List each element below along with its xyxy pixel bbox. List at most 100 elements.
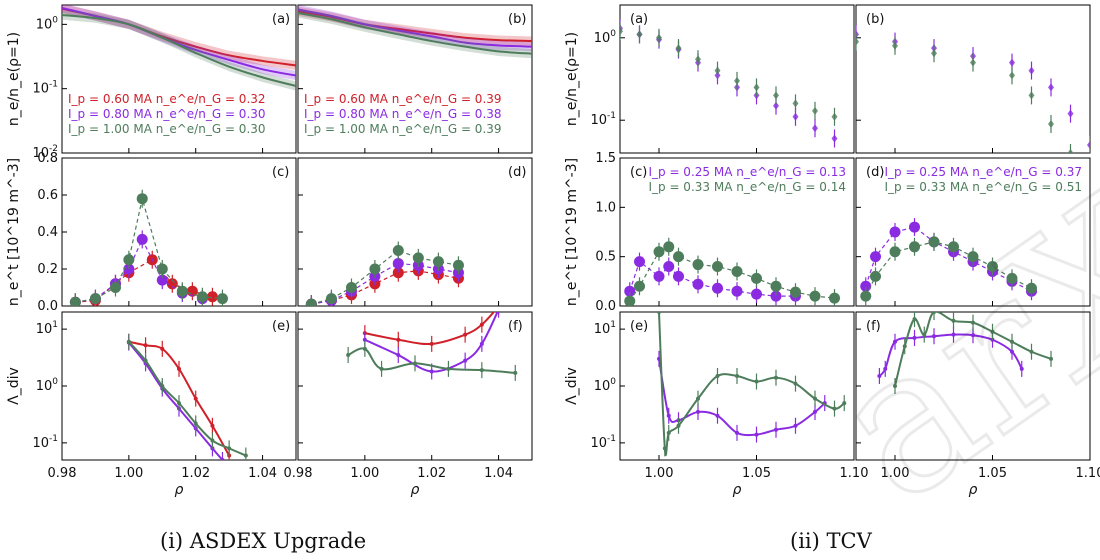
series-band bbox=[298, 5, 532, 52]
data-point bbox=[69, 296, 81, 306]
y-tick-label: 100 bbox=[594, 29, 617, 46]
data-point bbox=[123, 263, 135, 275]
data-point bbox=[662, 446, 667, 451]
data-point bbox=[429, 369, 434, 374]
data-point bbox=[369, 263, 381, 275]
panel-label: (a) bbox=[272, 12, 290, 27]
data-point bbox=[970, 58, 976, 67]
x-axis-label: ρ bbox=[969, 482, 978, 498]
data-point bbox=[1048, 83, 1054, 92]
data-layer bbox=[620, 19, 838, 148]
data-point bbox=[870, 251, 881, 263]
data-point bbox=[812, 124, 818, 133]
data-point bbox=[692, 259, 704, 271]
y-tick-label: 0.8 bbox=[37, 151, 58, 166]
data-point bbox=[177, 366, 181, 371]
plot-frame bbox=[855, 4, 1091, 154]
data-point bbox=[160, 346, 165, 351]
legend-entry: I_p = 0.80 MA n_e^e/n_G = 0.30 bbox=[68, 107, 266, 121]
data-point bbox=[89, 293, 101, 305]
y-tick-label: 0.6 bbox=[37, 188, 58, 203]
data-point bbox=[109, 282, 121, 293]
data-point bbox=[829, 292, 840, 304]
series-dashed-line bbox=[75, 198, 223, 303]
data-point bbox=[812, 106, 818, 115]
x-tick-label: 1.00 bbox=[350, 466, 379, 481]
data-point bbox=[345, 282, 357, 293]
data-point bbox=[712, 261, 723, 273]
data-point bbox=[396, 353, 401, 358]
data-point bbox=[396, 337, 401, 342]
y-axis-label: Λ_div bbox=[6, 367, 22, 405]
data-point bbox=[479, 368, 484, 373]
panel-label: (b) bbox=[866, 12, 884, 27]
y-tick-label: 0.4 bbox=[37, 225, 58, 240]
y-tick-label: 101 bbox=[594, 320, 616, 337]
series-band bbox=[62, 10, 296, 91]
data-point bbox=[773, 101, 779, 110]
chart-panel: (e) 0.98 1.00 1.02 1.04 10-1 100 101 Λ_div ρ bbox=[6, 311, 297, 498]
data-layer bbox=[126, 333, 248, 460]
data-point bbox=[870, 270, 881, 282]
data-point bbox=[1006, 272, 1018, 284]
data-point bbox=[663, 241, 675, 253]
data-point bbox=[967, 251, 979, 263]
data-layer bbox=[856, 25, 1090, 153]
data-point bbox=[325, 293, 337, 305]
data-point bbox=[883, 366, 888, 371]
data-point bbox=[731, 285, 743, 297]
y-tick-label: 10-1 bbox=[590, 111, 616, 128]
data-point bbox=[136, 233, 148, 245]
data-point bbox=[675, 44, 682, 53]
data-point bbox=[770, 290, 782, 302]
data-point bbox=[1010, 349, 1014, 354]
series-dashed-line bbox=[629, 260, 796, 297]
data-point bbox=[948, 241, 959, 253]
data-point bbox=[193, 421, 198, 426]
data-point bbox=[305, 298, 317, 306]
legend-entry: I_p = 0.60 MA n_e^e/n_G = 0.39 bbox=[304, 92, 502, 106]
data-point bbox=[1009, 58, 1015, 67]
data-point bbox=[971, 320, 975, 325]
chart-panel: (b) I_p = 0.60 MA n_e^e/n_G = 0.39I_p = 0… bbox=[297, 4, 533, 154]
legend-entry: I_p = 1.00 MA n_e^e/n_G = 0.30 bbox=[68, 122, 266, 136]
data-point bbox=[842, 401, 847, 406]
data-point bbox=[696, 409, 700, 414]
data-point bbox=[479, 341, 484, 346]
data-point bbox=[932, 312, 936, 314]
y-tick-label: 0.0 bbox=[595, 299, 616, 314]
y-axis-label: Λ_div bbox=[564, 367, 580, 405]
data-point bbox=[412, 252, 424, 264]
data-point bbox=[653, 246, 665, 258]
series-dashed-line bbox=[865, 226, 1032, 292]
chart-panel: (f) 1.00 1.05 1.10 ρ bbox=[855, 311, 1100, 498]
data-point bbox=[166, 278, 178, 290]
chart-panel: (c) 0.0 0.2 0.4 0.6 0.8 n_e^t [10^19 m^-3] bbox=[6, 151, 297, 314]
chart-panel: (d) I_p = 0.25 MA n_e^e/n_G = 0.37I_p = 0… bbox=[855, 157, 1091, 307]
data-point bbox=[676, 423, 681, 428]
data-point bbox=[893, 384, 897, 388]
data-point bbox=[636, 30, 643, 39]
chart-panel: (d) bbox=[297, 157, 533, 307]
data-point bbox=[1009, 71, 1015, 80]
data-point bbox=[892, 41, 898, 50]
y-tick-label: 0.0 bbox=[37, 299, 58, 314]
x-tick-label: 1.00 bbox=[881, 466, 910, 481]
data-point bbox=[666, 430, 671, 435]
data-point bbox=[790, 286, 801, 298]
data-point bbox=[446, 366, 451, 371]
data-point bbox=[362, 346, 367, 351]
data-point bbox=[123, 254, 135, 266]
data-point bbox=[912, 335, 917, 340]
x-tick-label: 1.02 bbox=[181, 466, 210, 481]
legend-entry: I_p = 1.00 MA n_e^e/n_G = 0.39 bbox=[304, 122, 502, 136]
data-layer bbox=[346, 312, 518, 381]
data-point bbox=[990, 329, 995, 334]
x-tick-label: 1.05 bbox=[978, 466, 1007, 481]
data-point bbox=[653, 270, 665, 282]
series-line bbox=[298, 12, 532, 55]
plot-frame bbox=[297, 311, 533, 461]
y-tick-label: 101 bbox=[36, 320, 58, 337]
chart-panel: (e) 1.00 1.05 1.10 10-1 100 101 Λ_div ρ bbox=[564, 311, 868, 498]
